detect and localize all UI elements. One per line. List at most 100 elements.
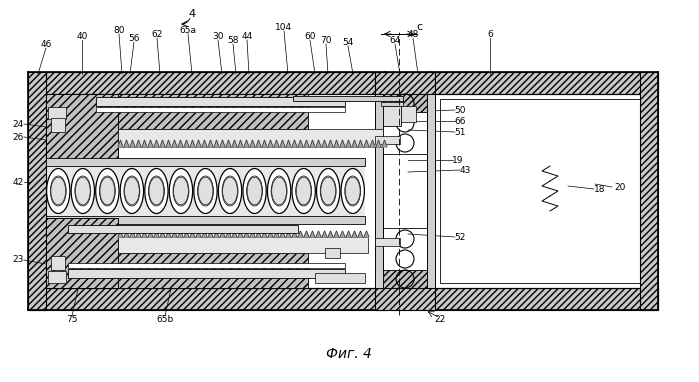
Bar (375, 94, 383, 288)
Bar (293, 96, 403, 101)
Text: 62: 62 (151, 29, 163, 39)
Bar (46, 94, 118, 164)
Text: 58: 58 (227, 36, 239, 44)
Polygon shape (322, 140, 327, 147)
Polygon shape (196, 140, 201, 147)
Ellipse shape (194, 168, 217, 214)
Polygon shape (250, 231, 255, 237)
Ellipse shape (148, 176, 164, 206)
Polygon shape (286, 231, 291, 237)
Text: 66: 66 (454, 117, 466, 126)
Text: 54: 54 (343, 37, 354, 47)
Bar (118, 237, 368, 253)
Polygon shape (268, 231, 273, 237)
Text: 75: 75 (66, 316, 78, 324)
Bar (68, 225, 298, 233)
Bar (48, 107, 66, 119)
Polygon shape (352, 140, 357, 147)
Polygon shape (172, 231, 177, 237)
Polygon shape (358, 231, 363, 237)
Text: 24: 24 (13, 120, 24, 128)
Ellipse shape (222, 176, 238, 206)
Polygon shape (214, 140, 219, 147)
Text: 43: 43 (459, 165, 470, 175)
Ellipse shape (198, 176, 213, 206)
Text: 64: 64 (389, 36, 401, 44)
Polygon shape (292, 231, 297, 237)
Bar (48, 271, 66, 283)
Ellipse shape (75, 176, 91, 206)
Text: 42: 42 (13, 178, 24, 186)
Bar (51, 118, 65, 132)
Text: 70: 70 (320, 36, 332, 44)
Ellipse shape (96, 168, 119, 214)
Polygon shape (220, 231, 225, 237)
Bar (375, 136, 400, 144)
Ellipse shape (145, 168, 168, 214)
Text: 23: 23 (13, 256, 24, 264)
Text: 65a: 65a (180, 26, 196, 34)
Polygon shape (322, 231, 327, 237)
Bar (51, 256, 65, 270)
Polygon shape (160, 140, 165, 147)
Bar (28, 72, 46, 310)
Polygon shape (202, 231, 207, 237)
Text: 6: 6 (487, 29, 493, 39)
Polygon shape (196, 231, 201, 237)
Bar (383, 94, 427, 112)
Polygon shape (214, 231, 219, 237)
Ellipse shape (345, 176, 361, 206)
Text: 20: 20 (614, 183, 626, 191)
Polygon shape (238, 140, 243, 147)
Polygon shape (178, 231, 183, 237)
Text: 26: 26 (13, 133, 24, 141)
Polygon shape (202, 140, 207, 147)
Bar (96, 97, 345, 106)
Text: 65b: 65b (157, 316, 173, 324)
Polygon shape (292, 140, 297, 147)
Polygon shape (148, 231, 153, 237)
Polygon shape (148, 140, 153, 147)
Text: 18: 18 (594, 185, 606, 194)
Polygon shape (334, 140, 339, 147)
Polygon shape (232, 231, 237, 237)
Bar (375, 288, 435, 310)
Bar (118, 253, 308, 288)
Polygon shape (256, 231, 261, 237)
Polygon shape (184, 140, 189, 147)
Polygon shape (268, 140, 273, 147)
Bar (68, 269, 345, 278)
Polygon shape (154, 231, 159, 237)
Ellipse shape (47, 168, 70, 214)
Ellipse shape (247, 176, 263, 206)
Ellipse shape (99, 176, 115, 206)
Text: 48: 48 (408, 29, 419, 39)
Ellipse shape (173, 176, 189, 206)
Polygon shape (244, 231, 249, 237)
Polygon shape (250, 140, 255, 147)
Text: 4: 4 (189, 9, 196, 19)
Bar (46, 216, 365, 224)
Ellipse shape (71, 168, 94, 214)
Bar (375, 238, 400, 246)
Polygon shape (238, 231, 243, 237)
Polygon shape (370, 140, 375, 147)
Polygon shape (376, 140, 381, 147)
Bar (383, 154, 427, 228)
Bar (430, 72, 658, 94)
Polygon shape (136, 231, 141, 237)
Polygon shape (346, 231, 351, 237)
Polygon shape (262, 231, 267, 237)
Ellipse shape (169, 168, 193, 214)
Text: 80: 80 (113, 26, 124, 34)
Polygon shape (304, 140, 309, 147)
Polygon shape (118, 231, 123, 237)
Polygon shape (190, 231, 195, 237)
Polygon shape (298, 231, 303, 237)
Polygon shape (316, 231, 321, 237)
Polygon shape (358, 140, 363, 147)
Ellipse shape (271, 176, 287, 206)
Polygon shape (160, 231, 165, 237)
Ellipse shape (50, 176, 66, 206)
Text: 104: 104 (275, 23, 293, 31)
